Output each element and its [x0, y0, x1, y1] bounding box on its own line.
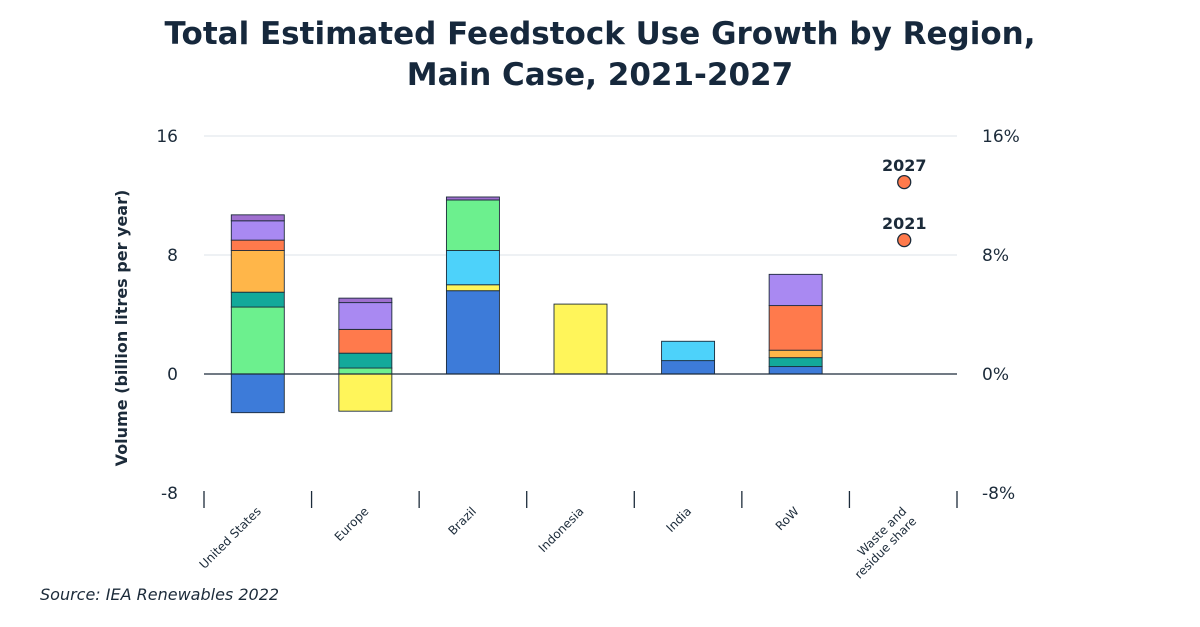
bar-segment	[768, 366, 823, 375]
bar-segment	[230, 239, 285, 251]
bar-segment	[553, 303, 608, 375]
share-point-label: 2027	[882, 156, 927, 175]
bar-segment	[230, 220, 285, 241]
y-axis-title: Volume (billion litres per year)	[112, 190, 131, 467]
bar-segment	[445, 250, 500, 286]
x-tick-label: India	[663, 504, 694, 535]
bar-segment	[338, 328, 393, 354]
bar-segment	[768, 273, 823, 307]
chart-title-line-2: Main Case, 2021-2027	[406, 57, 794, 93]
bar-segment	[230, 214, 285, 222]
share-point	[897, 232, 912, 248]
bar-segment	[230, 373, 285, 414]
bar-segment	[768, 357, 823, 368]
x-tick-label: Indonesia	[536, 504, 587, 555]
x-tick-label: Waste andresidue share	[842, 504, 919, 581]
bar-segment	[338, 352, 393, 369]
y2-tick-label: -8%	[982, 484, 1015, 504]
x-tick-label: Brazil	[445, 504, 479, 538]
y-tick-label: 8	[167, 246, 178, 266]
y2-tick-label: 16%	[982, 127, 1020, 147]
y-tick-label: -8	[161, 484, 178, 504]
x-tick-label: RoW	[773, 504, 802, 533]
grid-layer	[204, 135, 957, 256]
bar-segment	[768, 305, 823, 351]
bar-segment	[338, 302, 393, 330]
chart-title: Total Estimated Feedstock Use Growth by …	[0, 14, 1200, 96]
y-tick-label: 16	[156, 127, 178, 147]
bars-layer	[230, 196, 823, 414]
x-tick-label: United States	[197, 504, 264, 571]
chart-title-line-1: Total Estimated Feedstock Use Growth by …	[164, 16, 1036, 52]
y2-tick-label: 0%	[982, 365, 1009, 385]
share-point-label: 2021	[882, 214, 927, 233]
bar-segment	[338, 373, 393, 412]
bar-segment	[338, 297, 393, 304]
bar-segment	[230, 250, 285, 293]
y-tick-label: 0	[167, 365, 178, 385]
bar-segment	[445, 199, 500, 251]
bar-segment	[230, 306, 285, 375]
share-point	[897, 174, 912, 190]
y2-tick-label: 8%	[982, 246, 1009, 266]
bar-segment	[338, 367, 393, 375]
bar-segment	[445, 284, 500, 292]
bar-segment	[445, 290, 500, 375]
points-layer: 2027 2021	[880, 155, 928, 248]
bar-segment	[661, 340, 716, 362]
bar-segment	[230, 291, 285, 308]
x-tick-label: Europe	[332, 504, 372, 544]
source-note: Source: IEA Renewables 2022	[40, 585, 280, 604]
bar-segment	[661, 360, 716, 375]
bar-segment	[768, 349, 823, 359]
bar-segment	[445, 196, 500, 201]
